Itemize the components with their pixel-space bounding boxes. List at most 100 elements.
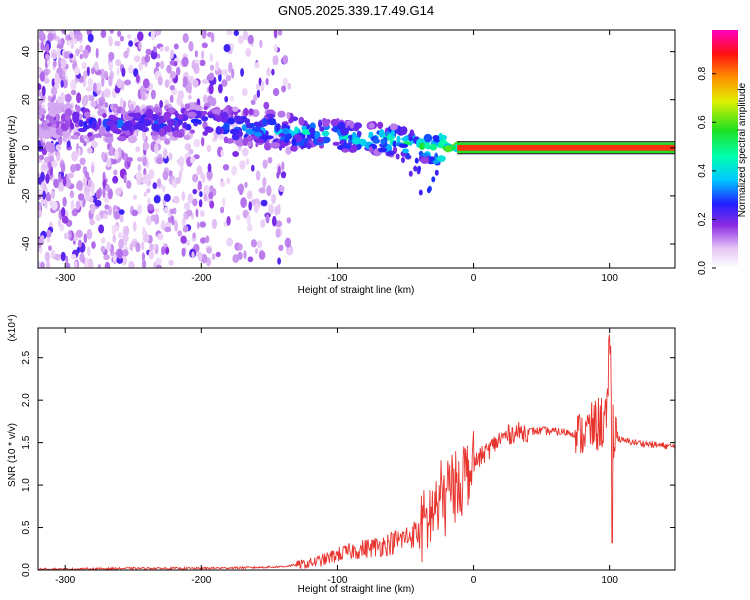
noise-blob [232,254,240,263]
noise-blob [188,41,194,52]
noise-blob [258,187,264,194]
noise-blob [41,148,48,156]
noise-blob [95,47,99,59]
noise-blob [247,256,254,263]
noise-blob [87,77,94,87]
noise-blob [250,239,257,248]
noise-blob [212,188,217,196]
noise-blob [108,75,113,87]
noise-blob [117,248,123,260]
noise-blob [243,250,247,259]
spectral-blob [83,121,88,128]
noise-blob [143,173,151,182]
noise-blob [281,161,285,171]
x-tick-label: 0 [471,575,477,586]
noise-blob [83,70,88,79]
noise-blob [164,79,170,88]
noise-blob [135,146,141,153]
noise-blob [128,260,135,268]
noise-blob [45,173,50,184]
noise-blob [137,31,144,42]
noise-blob [101,76,105,87]
noise-blob [147,203,155,211]
tone-band-core [457,144,675,151]
noise-blob [244,181,248,188]
spectral-blob [123,120,133,128]
noise-blob [209,64,215,71]
noise-blob [43,77,50,84]
noise-blob [132,221,137,232]
spectral-blob [223,122,230,131]
y-tick-label: 1.5 [21,435,32,449]
spectral-blob [201,116,209,122]
colorbar: 0.0 0.2 0.4 0.6 0.8 Normalized spectral ampl… [697,30,748,275]
noise-blob [255,170,261,181]
noise-blob [76,92,82,104]
noise-blob [131,209,139,217]
snr-marks [38,334,675,570]
noise-blob [137,156,143,162]
noise-blob [108,61,113,72]
spectral-blob [221,111,229,120]
noise-blob [45,141,51,152]
noise-blob [166,64,172,74]
noise-blob [273,55,279,66]
noise-blob [199,191,203,198]
spectral-blob [282,127,290,135]
spectral-blob [265,113,276,119]
noise-blob [173,60,178,67]
spectral-blob [190,129,195,134]
spectral-blob [42,121,48,129]
noise-blob [188,75,194,83]
noise-blob [46,30,53,33]
noise-blob [208,72,215,81]
noise-blob [142,141,149,151]
noise-blob [221,79,228,87]
spectral-blob [38,108,47,116]
noise-blob [69,53,74,59]
noise-blob [45,192,52,202]
spectral-blob [190,118,200,124]
spectral-blob [286,111,291,119]
noise-blob [119,216,124,223]
noise-blob [228,62,232,74]
noise-blob [245,47,252,57]
y-tick-label: 1.0 [21,478,32,492]
noise-blob [81,96,87,107]
noise-blob [199,59,206,66]
spectral-blob [55,113,61,122]
noise-blob [169,85,175,91]
noise-blob [206,247,212,254]
noise-blob [184,143,192,151]
noise-blob [133,55,141,63]
snr-y-ticks: 0.0 0.5 1.0 1.5 2.0 2.5 [21,350,675,577]
spectral-blob [112,107,118,113]
spectral-blob [117,135,127,142]
noise-blob [42,183,47,190]
noise-blob [259,39,263,48]
spectral-blob [105,120,115,127]
spectral-blob [203,105,208,111]
spectral-blob [322,119,330,128]
noise-blob [142,78,150,89]
spectral-blob [301,129,311,135]
spectral-blob [332,141,340,146]
noise-blob [98,224,105,234]
spectral-blob [330,118,339,127]
noise-blob [71,151,78,162]
noise-blob [135,171,143,180]
noise-blob [46,237,51,243]
noise-blob [202,94,208,104]
noise-blob [112,234,117,243]
spectral-blob [263,142,272,151]
noise-blob [254,248,259,255]
noise-blob [207,163,212,173]
spectral-blob [262,117,268,127]
snr-y-axis-label: SNR (10 * v/v) [7,423,18,487]
noise-blob [200,253,208,264]
spectral-blob [308,127,316,134]
spectral-blob [130,103,135,112]
spectral-blob [65,108,73,117]
spectral-blob [395,128,402,133]
x-tick-label: -300 [55,273,75,284]
